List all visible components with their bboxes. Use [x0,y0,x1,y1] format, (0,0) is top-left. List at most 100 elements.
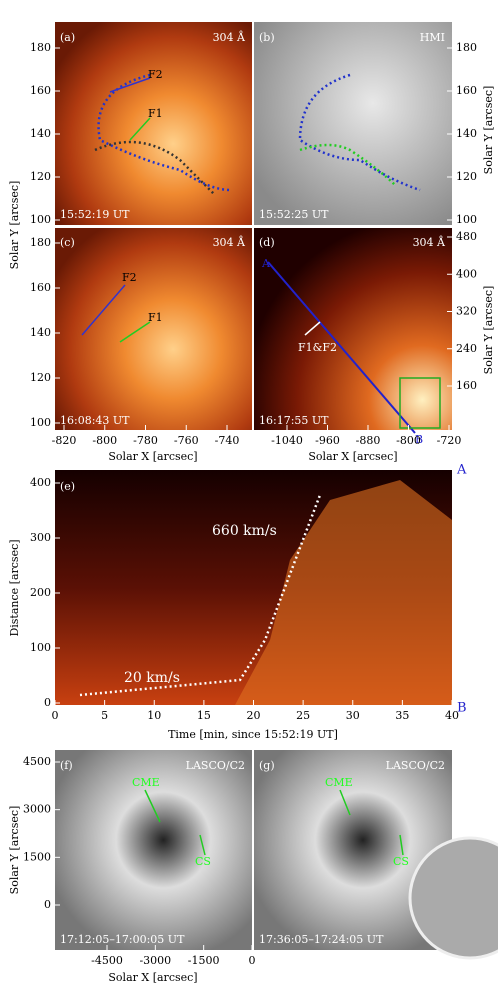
y-tick-label: 300 [30,531,51,544]
y-tick-label: 180 [456,41,477,54]
x-tick-label: -820 [52,434,77,447]
x-tick-label: -1500 [188,954,220,967]
y-tick-label: 400 [30,476,51,489]
y-tick-label: 160 [456,84,477,97]
y-tick-label: 100 [456,213,477,226]
annotation: B [415,433,423,446]
annotation: CS [195,855,211,868]
y-tick-label: 0 [44,898,51,911]
overlays [79,73,421,697]
y-tick-label: 1500 [23,850,51,863]
panel-tag: 304 Å [213,235,246,249]
y-tick-label: 100 [30,213,51,226]
panel-label: (g) [259,759,275,772]
annotation: F2 [148,68,163,81]
arrows [81,77,441,856]
x-tick-label: 30 [346,709,360,722]
y-tick-label: 200 [30,586,51,599]
panel-time: 17:12:05–17:00:05 UT [60,933,185,946]
x-tick-label: -800 [92,434,117,447]
x-tick-label: 40 [445,709,459,722]
image-b [254,22,452,225]
y-tick-label: 160 [456,379,477,392]
x-axis-title: Solar X [arcsec] [108,450,197,463]
image-c [55,228,252,430]
annotation: CME [132,776,160,789]
panel-label: (a) [60,31,75,44]
y-tick-label: 140 [30,127,51,140]
occulter [408,836,498,960]
panel-tag: 304 Å [413,235,446,249]
y-tick-label: 160 [30,84,51,97]
annotation: F1&F2 [298,341,337,354]
x-tick-label: -740 [215,434,240,447]
y-tick-label: 180 [30,41,51,54]
y-tick-label: 120 [456,170,477,183]
annotation: A [456,463,467,478]
y-tick-label: 480 [456,230,477,243]
x-axis-title: Solar X [arcsec] [308,450,397,463]
ejecta [235,480,452,705]
y-tick-label: 4500 [23,755,51,768]
x-axis-title: Solar X [arcsec] [108,971,197,984]
y-tick-label: 180 [30,236,51,249]
x-tick-label: -880 [356,434,381,447]
annotation: F1 [148,107,163,120]
image-d [254,228,452,430]
y-tick-label: 400 [456,267,477,280]
annotation: 660 km/s [212,523,277,539]
image-a [55,22,252,225]
annotation: B [457,701,467,716]
panel-time: 16:08:43 UT [60,414,130,427]
x-tick-label: 5 [101,709,108,722]
y-tick-label: 160 [30,281,51,294]
panel-label: (e) [60,480,75,493]
x-tick-label: 25 [296,709,310,722]
y-tick-label: 120 [30,170,51,183]
y-tick-label: 120 [30,371,51,384]
y-axis-title: Solar Y [arcsec] [8,181,21,270]
x-tick-label: 15 [197,709,211,722]
y-tick-label: 320 [456,305,477,318]
x-tick-label: -800 [396,434,421,447]
panel-time: 15:52:19 UT [60,208,130,221]
x-tick-label: -780 [133,434,158,447]
x-tick-label: 0 [249,954,256,967]
panel-tag: LASCO/C2 [386,759,445,772]
annotation: F2 [122,271,137,284]
x-tick-label: 20 [247,709,261,722]
y-tick-label: 0 [44,696,51,709]
y-axis-title: Distance [arcsec] [8,539,21,636]
panel-tag: HMI [420,31,445,44]
annotation: CME [325,776,353,789]
y-axis-title: Solar Y [arcsec] [482,286,495,375]
images [55,22,498,960]
y-axis-title: Solar Y [arcsec] [482,86,495,175]
annotation: CS [393,855,409,868]
annotation: 20 km/s [124,670,180,686]
image-f [55,750,252,950]
panel-time: 17:36:05–17:24:05 UT [259,933,384,946]
x-tick-label: 10 [147,709,161,722]
panel-label: (d) [259,236,275,249]
x-tick-label: -3000 [139,954,171,967]
panel-time: 15:52:25 UT [259,208,329,221]
x-tick-label: -720 [437,434,462,447]
panel-label: (f) [60,759,73,772]
y-tick-label: 3000 [23,803,51,816]
annotation: F1 [148,311,163,324]
y-tick-label: 100 [30,641,51,654]
panel-tag: 304 Å [213,30,246,44]
x-tick-label: -960 [315,434,340,447]
y-tick-label: 100 [30,416,51,429]
y-tick-label: 140 [456,127,477,140]
annotation: A [261,257,271,270]
x-tick-label: -1040 [271,434,303,447]
y-axis-title: Solar Y [arcsec] [8,806,21,895]
axis-titles: Solar Y [arcsec] Solar Y [arcsec] Solar … [8,86,495,984]
x-axis-title: Time [min, since 15:52:19 UT] [168,728,338,741]
panel-label: (c) [60,236,75,249]
panel-label: (b) [259,31,275,44]
y-tick-label: 140 [30,326,51,339]
